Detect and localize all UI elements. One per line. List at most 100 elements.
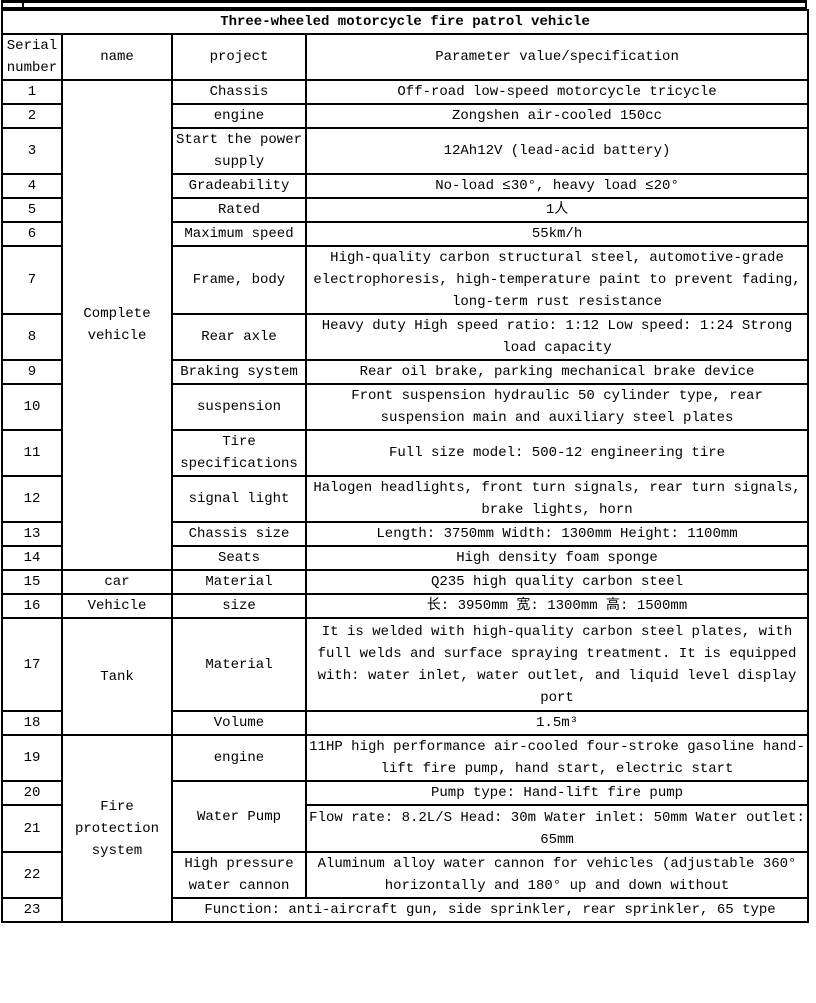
param-cell: No-load ≤30°, heavy load ≤20° xyxy=(304,173,810,199)
name-cell-vehicle: Vehicle xyxy=(61,593,173,619)
name-cell-fire-protection-system: Fire protection system xyxy=(61,734,173,923)
project-cell-water-pump: Water Pump xyxy=(171,780,307,853)
project-cell: Gradeability xyxy=(171,173,307,199)
project-cell: signal light xyxy=(171,475,307,523)
project-cell: Volume xyxy=(171,710,307,736)
header-project: project xyxy=(171,33,307,81)
name-cell-complete-vehicle: Complete vehicle xyxy=(61,79,173,571)
table-row: 18 Volume 1.5m³ xyxy=(1,710,810,736)
param-cell: High-quality carbon structural steel, au… xyxy=(304,245,810,315)
param-cell: Zongshen air-cooled 150cc xyxy=(304,103,810,129)
serial-cell: 15 xyxy=(1,569,63,595)
serial-cell: 11 xyxy=(1,429,63,477)
param-cell: Full size model: 500-12 engineering tire xyxy=(304,429,810,477)
param-cell-function: Function: anti-aircraft gun, side sprink… xyxy=(170,897,810,923)
project-cell: Seats xyxy=(171,545,307,571)
project-cell: Frame, body xyxy=(171,245,307,315)
serial-cell: 17 xyxy=(1,617,63,712)
param-cell: Flow rate: 8.2L/S Head: 30m Water inlet:… xyxy=(304,804,810,853)
project-cell: Rated xyxy=(171,197,307,223)
param-cell: Front suspension hydraulic 50 cylinder t… xyxy=(304,383,810,431)
project-cell: engine xyxy=(171,103,307,129)
serial-cell: 1 xyxy=(1,79,63,105)
serial-cell: 3 xyxy=(1,127,63,175)
param-cell: 1人 xyxy=(304,197,810,223)
param-cell: Off-road low-speed motorcycle tricycle xyxy=(304,79,810,105)
serial-cell: 9 xyxy=(1,359,63,385)
serial-cell: 19 xyxy=(1,734,63,782)
table-title: Three-wheeled motorcycle fire patrol veh… xyxy=(0,9,810,35)
table-row: 10 suspension Front suspension hydraulic… xyxy=(1,383,810,431)
serial-cell: 18 xyxy=(1,710,63,736)
table-row: 17 Tank Material It is welded with high-… xyxy=(1,617,810,736)
table-row: 23 Function: anti-aircraft gun, side spr… xyxy=(1,897,810,923)
serial-cell: 21 xyxy=(1,804,63,853)
table-row: 21 Flow rate: 8.2L/S Head: 30m Water inl… xyxy=(1,804,810,853)
table-row: 12 signal light Halogen headlights, fron… xyxy=(1,475,810,523)
table-row: 20 Water Pump Pump type: Hand-lift fire … xyxy=(1,780,810,853)
param-cell: Heavy duty High speed ratio: 1:12 Low sp… xyxy=(304,313,810,361)
project-cell: Material xyxy=(171,569,307,595)
table-row: 1 Complete vehicle Chassis Off-road low-… xyxy=(1,79,810,571)
serial-cell: 16 xyxy=(1,593,63,619)
param-cell: Halogen headlights, front turn signals, … xyxy=(304,475,810,523)
param-cell: 12Ah12V (lead-acid battery) xyxy=(304,127,810,175)
header-serial-number: Serial number xyxy=(1,33,63,81)
param-cell: Q235 high quality carbon steel xyxy=(304,569,810,595)
serial-cell: 10 xyxy=(1,383,63,431)
param-cell: Rear oil brake, parking mechanical brake… xyxy=(304,359,810,385)
serial-cell: 23 xyxy=(1,897,63,923)
table-row: 4 Gradeability No-load ≤30°, heavy load … xyxy=(1,173,810,199)
param-cell: Pump type: Hand-lift fire pump xyxy=(304,780,810,806)
table-row: 3 Start the power supply 12Ah12V (lead-a… xyxy=(1,127,810,175)
param-cell: 55km/h xyxy=(304,221,810,247)
header-name: name xyxy=(61,33,173,81)
cut-row-divider xyxy=(22,3,24,7)
project-cell: High pressure water cannon xyxy=(171,851,307,899)
project-cell: Start the power supply xyxy=(171,127,307,175)
serial-cell: 7 xyxy=(1,245,63,315)
param-cell: Length: 3750mm Width: 1300mm Height: 110… xyxy=(304,521,810,547)
table-row: 19 Fire protection system engine 11HP hi… xyxy=(1,734,810,923)
serial-cell: 6 xyxy=(1,221,63,247)
project-cell: Maximum speed xyxy=(171,221,307,247)
table-row: 7 Frame, body High-quality carbon struct… xyxy=(1,245,810,315)
serial-cell: 2 xyxy=(1,103,63,129)
table-row: 16 Vehicle size 长: 3950mm 宽: 1300mm 高: 1… xyxy=(1,593,810,619)
table-top-cut-row xyxy=(1,0,807,9)
table-row: 9 Braking system Rear oil brake, parking… xyxy=(1,359,810,385)
serial-cell: 4 xyxy=(1,173,63,199)
project-cell: Rear axle xyxy=(171,313,307,361)
param-cell: Aluminum alloy water cannon for vehicles… xyxy=(304,851,810,899)
project-cell: Chassis size xyxy=(171,521,307,547)
project-cell: engine xyxy=(171,734,307,782)
project-cell: Braking system xyxy=(171,359,307,385)
param-cell: High density foam sponge xyxy=(304,545,810,571)
project-cell: Tire specifications xyxy=(171,429,307,477)
serial-cell: 5 xyxy=(1,197,63,223)
param-cell: 长: 3950mm 宽: 1300mm 高: 1500mm xyxy=(304,593,810,619)
title-row: Three-wheeled motorcycle fire patrol veh… xyxy=(0,9,810,35)
table-row: 11 Tire specifications Full size model: … xyxy=(1,429,810,477)
spec-table: Three-wheeled motorcycle fire patrol veh… xyxy=(0,9,810,923)
project-cell: size xyxy=(171,593,307,619)
name-cell-car: car xyxy=(61,569,173,595)
serial-cell: 12 xyxy=(1,475,63,523)
table-row: 6 Maximum speed 55km/h xyxy=(1,221,810,247)
name-cell-tank: Tank xyxy=(61,617,173,736)
table-row: 14 Seats High density foam sponge xyxy=(1,545,810,571)
table-row: 2 engine Zongshen air-cooled 150cc xyxy=(1,103,810,129)
serial-cell: 8 xyxy=(1,313,63,361)
serial-cell: 20 xyxy=(1,780,63,806)
project-cell: suspension xyxy=(171,383,307,431)
project-cell: Chassis xyxy=(171,79,307,105)
serial-cell: 14 xyxy=(1,545,63,571)
serial-cell: 22 xyxy=(1,851,63,899)
table-row: 8 Rear axle Heavy duty High speed ratio:… xyxy=(1,313,810,361)
table-row: 22 High pressure water cannon Aluminum a… xyxy=(1,851,810,899)
header-row: Serial number name project Parameter val… xyxy=(1,33,810,81)
param-cell: 11HP high performance air-cooled four-st… xyxy=(304,734,810,782)
table-row: 13 Chassis size Length: 3750mm Width: 13… xyxy=(1,521,810,547)
table-row: 5 Rated 1人 xyxy=(1,197,810,223)
